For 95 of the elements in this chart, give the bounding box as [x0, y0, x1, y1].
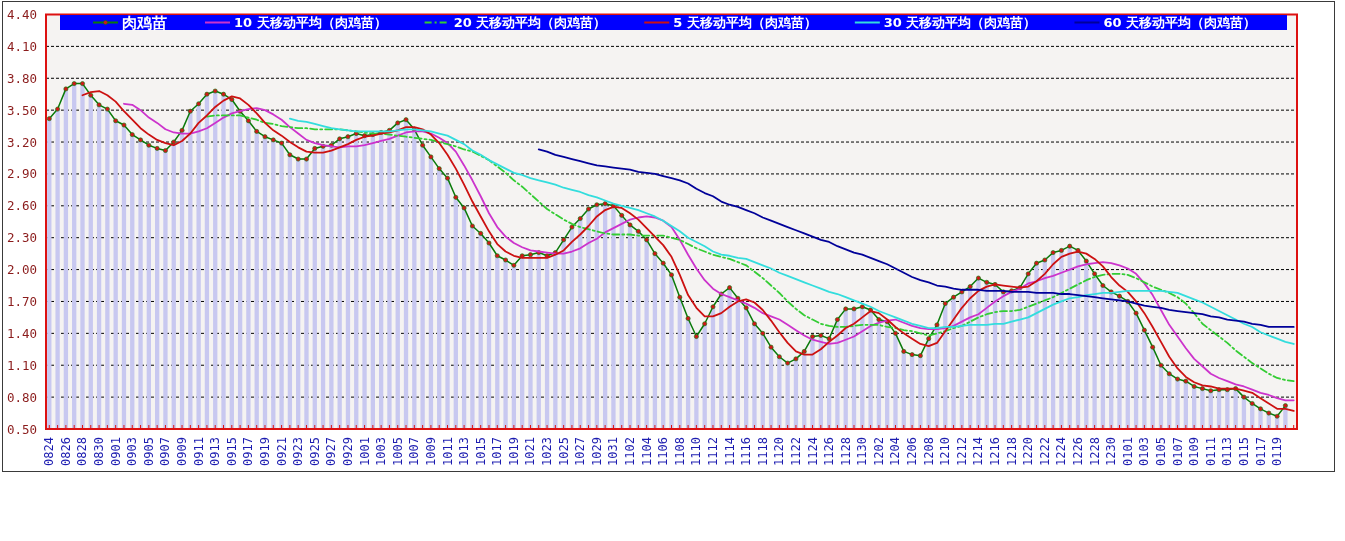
- x-tick-label: 1029: [589, 437, 604, 466]
- x-tick-label: 1220: [1021, 437, 1036, 466]
- x-tick-label: 0824: [42, 437, 57, 466]
- x-tick-label: 1015: [473, 437, 488, 466]
- legend-label: 30 天移动平均（肉鸡苗）: [883, 15, 1037, 30]
- x-tick-label: 1130: [855, 437, 870, 466]
- x-tick-label: 1102: [623, 437, 638, 466]
- y-tick-label: 4.10: [6, 38, 37, 54]
- x-tick-label: 1224: [1054, 437, 1069, 466]
- y-tick-label: 2.60: [6, 198, 37, 214]
- x-tick-label: 0117: [1253, 437, 1268, 466]
- x-tick-label: 0917: [241, 437, 256, 466]
- x-tick-label: 1216: [988, 437, 1003, 466]
- x-tick-label: 1204: [888, 437, 903, 466]
- x-tick-label: 0925: [307, 437, 322, 466]
- x-tick-label: 1210: [938, 437, 953, 466]
- legend-label: 5 天移动平均（肉鸡苗）: [673, 15, 817, 30]
- x-tick-label: 1202: [871, 437, 886, 466]
- x-tick-label: 0921: [274, 437, 289, 466]
- x-tick-label: 1230: [1104, 437, 1119, 466]
- y-tick-label: 2.30: [6, 230, 37, 246]
- x-tick-label: 1007: [407, 437, 422, 466]
- x-tick-label: 1112: [705, 437, 720, 466]
- x-tick-label: 1118: [755, 437, 770, 466]
- x-tick-label: 0903: [125, 437, 140, 466]
- x-tick-label: 1226: [1071, 437, 1085, 466]
- x-tick-label: 0119: [1270, 437, 1285, 466]
- x-tick-label: 1003: [374, 437, 389, 466]
- x-tick-label: 1214: [971, 437, 986, 466]
- y-tick-label: 3.20: [6, 134, 37, 150]
- x-tick-label: 0826: [58, 437, 73, 466]
- y-tick-label: 0.80: [6, 389, 37, 405]
- x-tick-label: 1206: [905, 437, 920, 466]
- x-tick-label: 1031: [606, 437, 621, 466]
- x-tick-label: 1222: [1037, 437, 1052, 466]
- x-tick-label: 0109: [1187, 437, 1202, 466]
- y-tick-label: 3.50: [6, 102, 37, 118]
- x-tick-label: 0919: [258, 437, 272, 466]
- x-tick-label: 1116: [739, 437, 754, 466]
- x-tick-label: 0103: [1137, 437, 1152, 466]
- x-tick-label: 0115: [1236, 437, 1251, 466]
- x-tick-label: 1001: [357, 437, 372, 466]
- legend-label: 10 天移动平均（肉鸡苗）: [234, 15, 387, 30]
- x-tick-label: 0923: [291, 437, 306, 466]
- x-tick-label: 0101: [1120, 437, 1135, 466]
- x-tick-label: 1208: [921, 437, 936, 466]
- x-tick-label: 0915: [224, 437, 239, 466]
- x-tick-label: 1013: [457, 437, 472, 466]
- x-tick-label: 0107: [1170, 437, 1185, 466]
- x-tick-label: 1106: [656, 437, 671, 466]
- x-tick-label: 0830: [92, 437, 107, 466]
- x-tick-label: 0911: [191, 437, 206, 466]
- x-tick-label: 1212: [954, 437, 969, 466]
- x-tick-label: 1104: [639, 437, 654, 466]
- y-tick-label: 2.90: [6, 166, 37, 182]
- x-tick-label: 1019: [506, 437, 521, 466]
- x-tick-label: 0907: [158, 437, 173, 466]
- x-tick-label: 0111: [1203, 437, 1218, 466]
- x-tick-label: 0929: [340, 437, 355, 466]
- x-tick-label: 1011: [440, 437, 455, 466]
- x-tick-label: 0913: [208, 437, 223, 466]
- x-tick-label: 1120: [772, 437, 787, 466]
- x-tick-label: 1122: [788, 437, 803, 466]
- legend-label: 肉鸡苗: [122, 13, 167, 32]
- x-tick-label: 1005: [390, 437, 405, 466]
- x-tick-label: 1128: [838, 437, 853, 466]
- x-tick-label: 1126: [822, 437, 837, 466]
- x-tick-label: 1025: [556, 437, 571, 466]
- x-tick-label: 0905: [141, 437, 156, 466]
- x-tick-label: 0113: [1220, 437, 1235, 466]
- y-tick-label: 1.40: [6, 325, 37, 341]
- x-tick-label: 1218: [1004, 437, 1019, 466]
- x-tick-label: 0909: [175, 437, 190, 466]
- x-tick-label: 1110: [689, 437, 704, 466]
- x-tick-label: 1027: [573, 437, 588, 466]
- x-tick-label: 0927: [324, 437, 339, 466]
- x-tick-label: 1124: [805, 437, 820, 466]
- legend-label: 60 天移动平均（肉鸡苗）: [1103, 15, 1257, 30]
- y-tick-label: 1.70: [6, 293, 37, 309]
- x-tick-label: 1114: [722, 437, 737, 466]
- y-tick-label: 3.80: [6, 70, 37, 86]
- x-tick-label: 1023: [540, 437, 555, 466]
- x-tick-label: 0828: [75, 437, 90, 466]
- x-tick-label: 1021: [523, 437, 538, 466]
- x-tick-label: 1108: [672, 437, 687, 466]
- y-tick-label: 2.00: [6, 262, 37, 278]
- x-tick-label: 1228: [1087, 437, 1102, 466]
- y-tick-label: 1.10: [6, 357, 37, 373]
- legend-label: 20 天移动平均（肉鸡苗）: [453, 15, 607, 30]
- y-tick-label: 4.40: [6, 7, 37, 22]
- y-tick-label: 0.50: [6, 421, 37, 437]
- x-tick-label: 1009: [423, 437, 438, 466]
- x-tick-label: 0105: [1153, 437, 1168, 466]
- x-tick-label: 1017: [490, 437, 505, 466]
- x-tick-label: 0901: [108, 437, 123, 466]
